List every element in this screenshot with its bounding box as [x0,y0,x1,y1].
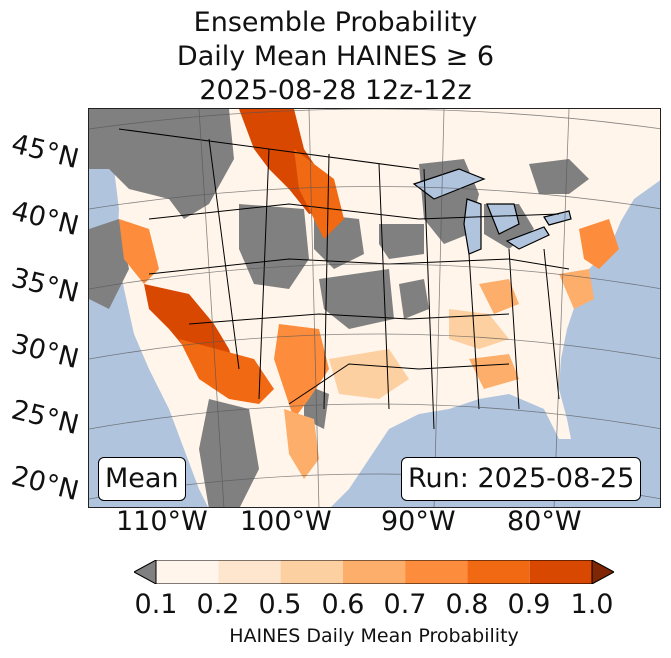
colorbar-tick-7: 1.0 [570,589,614,620]
lat-label-30n: 30°N [8,328,82,376]
colorbar-label: HAINES Daily Mean Probability [229,625,519,647]
colorbar-tick-5: 0.8 [445,589,489,620]
lat-label-20n: 20°N [8,460,82,508]
colorbar-segment [405,560,468,584]
colorbar-tick-0: 0.1 [134,589,178,620]
colorbar-tick-3: 0.6 [321,589,365,620]
lon-label-80w: 80°W [507,506,582,537]
colorbar-segment [467,560,530,584]
colorbar-under-arrow [134,560,157,584]
colorbar-tick-4: 0.7 [383,589,427,620]
lat-label-35n: 35°N [8,262,82,310]
colorbar-over-arrow [591,560,614,584]
colorbar-tick-1: 0.2 [196,589,240,620]
colorbar [134,560,614,584]
title-line-2: Daily Mean HAINES ≥ 6 [176,41,495,72]
colorbar-segment [342,560,406,584]
state-borders [118,128,570,430]
run-date-label: Run: 2025-08-25 [401,457,642,501]
colorbar-segment [156,560,219,584]
colorbar-segment [218,560,281,584]
lon-label-90w: 90°W [381,506,456,537]
great-lakes [412,168,572,255]
colorbar-segments [156,560,592,584]
lat-label-40n: 40°N [8,195,82,243]
lat-label-45n: 45°N [8,128,82,176]
title-line-3: 2025-08-28 12z-12z [199,75,472,106]
colorbar-segment [529,560,592,584]
colorbar-tick-6: 0.9 [507,589,551,620]
title-line-1: Ensemble Probability [193,7,478,38]
colorbar-segment [280,560,343,584]
lon-label-110w: 110°W [116,506,208,537]
lat-label-25n: 25°N [8,394,82,442]
colorbar-tick-2: 0.5 [258,589,302,620]
map-panel [88,108,661,508]
mean-label: Mean [98,457,186,501]
lon-label-100w: 100°W [240,506,332,537]
probability-map [89,109,660,507]
